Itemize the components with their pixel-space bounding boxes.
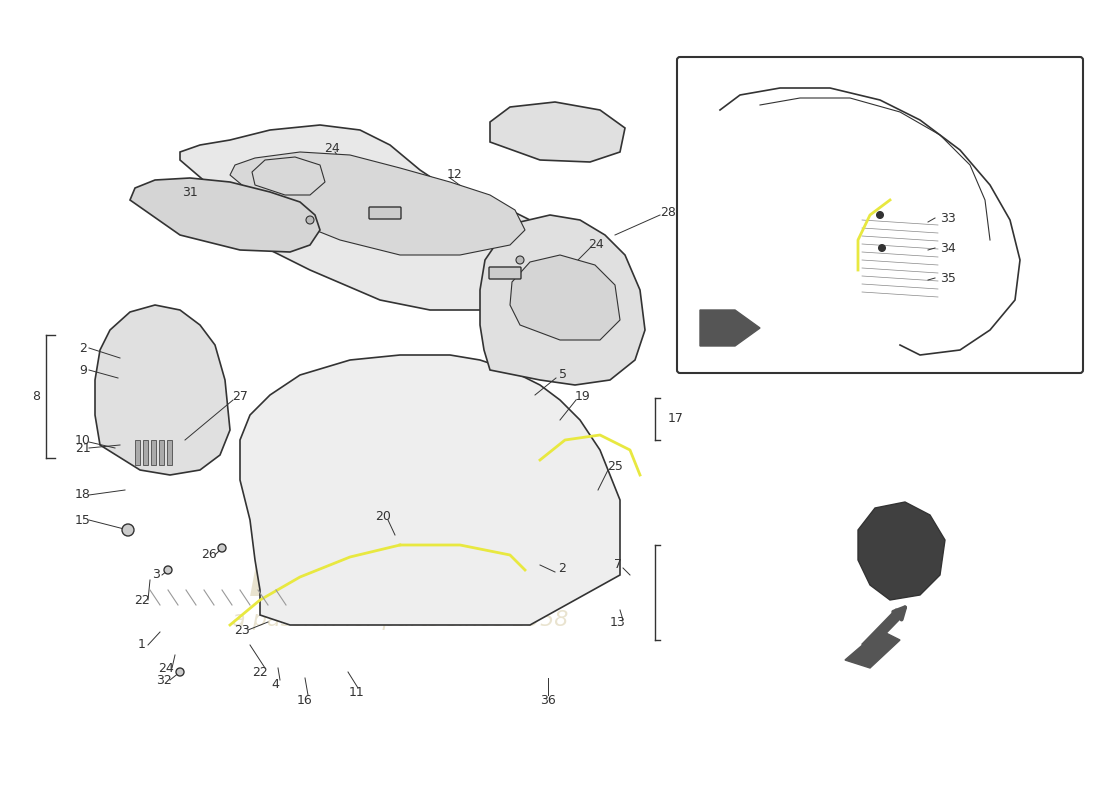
Circle shape [122,524,134,536]
Text: 32: 32 [156,674,172,686]
Text: 27: 27 [232,390,248,403]
Bar [160,440,164,465]
Text: 31: 31 [183,186,198,198]
Text: 22: 22 [252,666,268,678]
Text: 28: 28 [660,206,675,218]
Text: 16: 16 [297,694,312,706]
Text: 10: 10 [75,434,91,446]
Polygon shape [510,255,620,340]
FancyBboxPatch shape [490,267,521,279]
Text: 8: 8 [32,390,40,402]
Text: 24: 24 [588,238,604,251]
Bar [135,440,140,465]
Polygon shape [240,355,620,625]
Text: a passion for parts since 1958: a passion for parts since 1958 [232,610,569,630]
Circle shape [879,245,886,251]
Circle shape [164,566,172,574]
Text: 24: 24 [324,142,340,154]
Text: 4: 4 [271,678,279,690]
Polygon shape [130,178,320,252]
Circle shape [306,216,313,224]
Text: 6: 6 [558,298,565,311]
Polygon shape [95,305,230,475]
Text: 12: 12 [297,167,312,181]
Text: 12: 12 [447,167,463,181]
Circle shape [516,256,524,264]
Polygon shape [480,215,645,385]
Text: 11: 11 [349,686,365,698]
Polygon shape [252,157,324,195]
Text: 34: 34 [940,242,956,254]
Text: 7: 7 [614,558,622,571]
FancyBboxPatch shape [676,57,1084,373]
Text: 15: 15 [75,514,91,526]
Bar [151,440,156,465]
Bar [143,440,148,465]
Text: 35: 35 [940,271,956,285]
Polygon shape [700,310,760,346]
Text: 17: 17 [668,413,684,426]
Text: 26: 26 [201,547,217,561]
Text: 2: 2 [558,562,565,575]
Text: Eurospare: Eurospare [249,554,551,606]
Polygon shape [845,630,900,668]
Text: 5: 5 [559,369,566,382]
Polygon shape [180,125,565,310]
FancyBboxPatch shape [368,207,402,219]
Bar [167,440,172,465]
Text: 22: 22 [134,594,150,606]
Text: 13: 13 [610,617,626,630]
Text: 25: 25 [607,461,623,474]
Text: 9: 9 [79,363,87,377]
Text: 1: 1 [139,638,146,651]
Text: 2: 2 [79,342,87,354]
Text: 18: 18 [75,489,91,502]
Text: 24: 24 [158,662,174,674]
Polygon shape [858,502,945,600]
Text: 19: 19 [575,390,591,403]
Circle shape [176,668,184,676]
Text: 23: 23 [234,623,250,637]
Circle shape [218,544,226,552]
Circle shape [877,211,883,218]
Polygon shape [490,102,625,162]
Text: 3: 3 [152,567,160,581]
Polygon shape [230,152,525,255]
Text: 21: 21 [75,442,91,454]
Text: 36: 36 [540,694,556,706]
Text: 33: 33 [940,211,956,225]
Text: 20: 20 [375,510,390,523]
